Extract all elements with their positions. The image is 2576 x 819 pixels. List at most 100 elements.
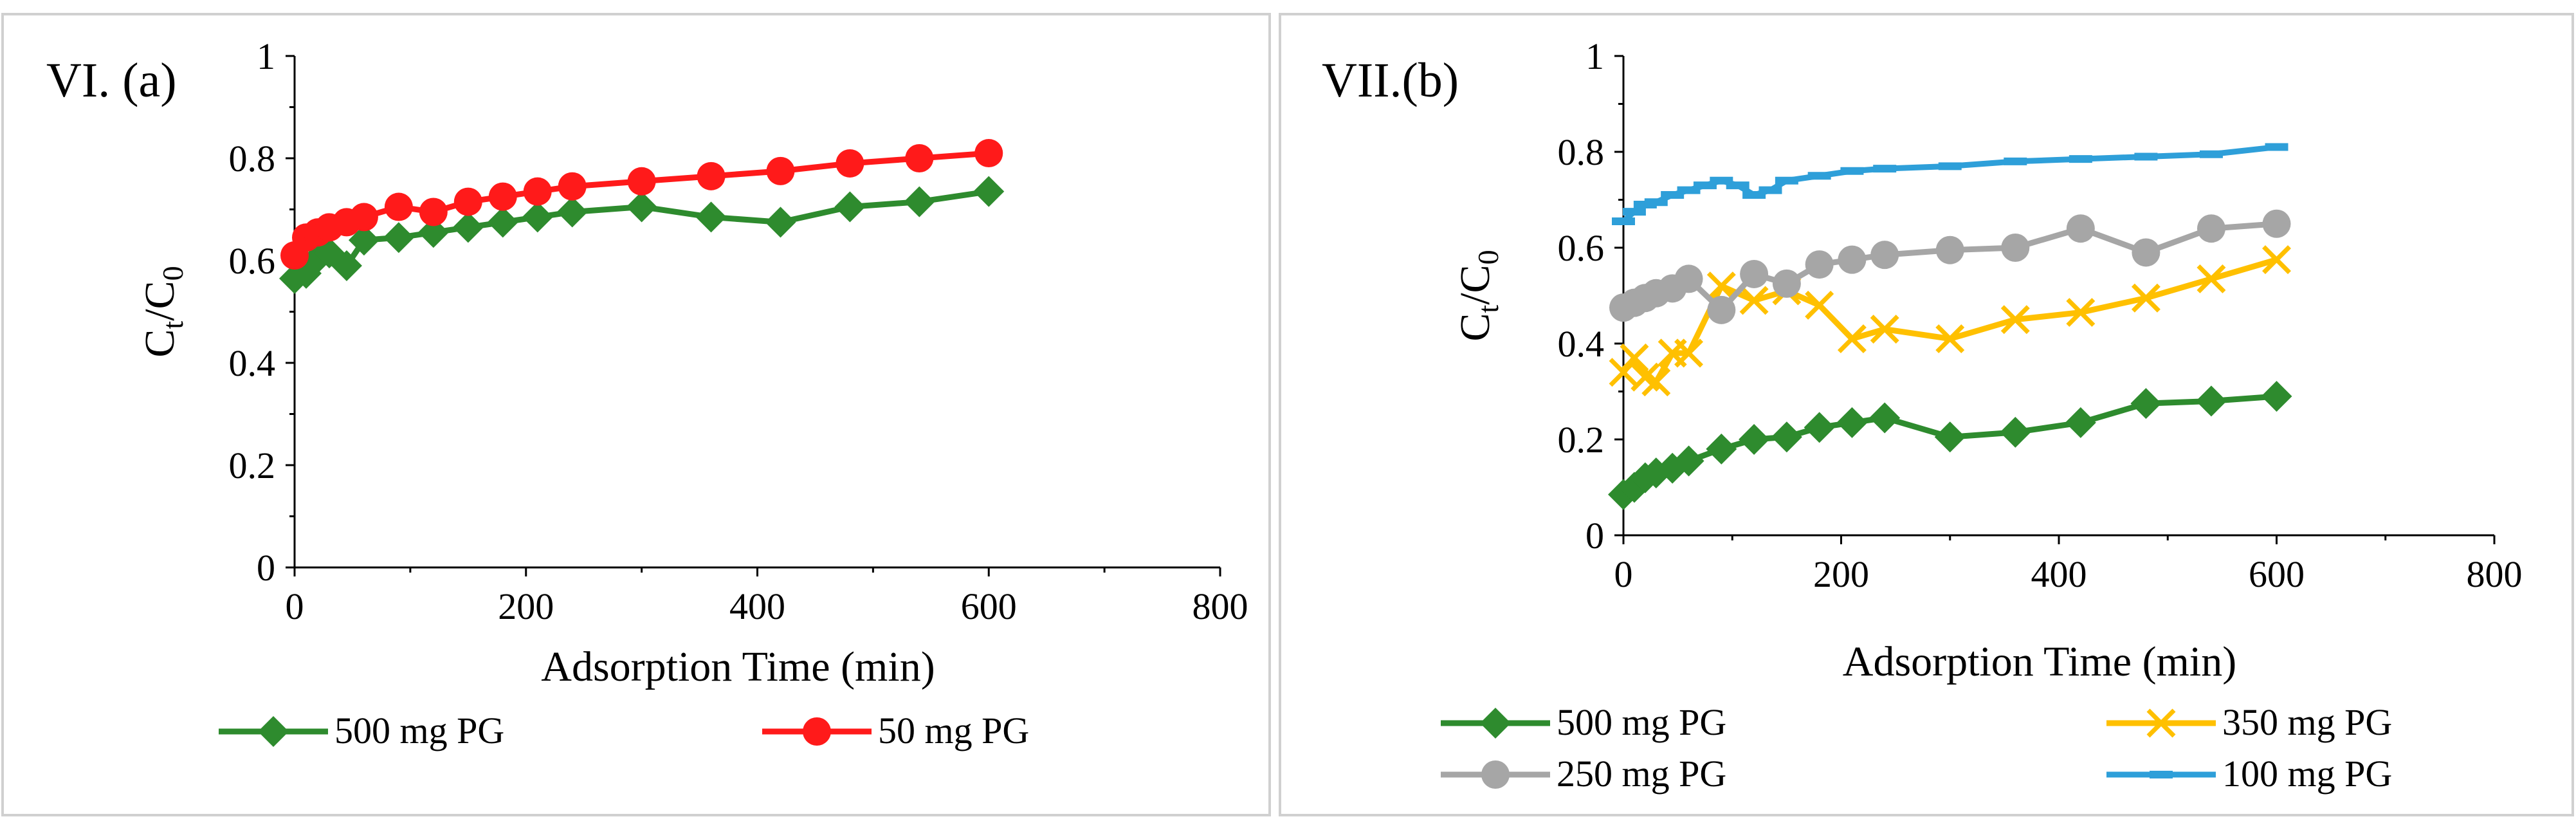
legend-item: 350 mg PG	[2106, 701, 2392, 743]
data-point-stroke-2	[1641, 367, 1671, 397]
data-point	[1673, 445, 1704, 477]
data-point	[904, 186, 935, 217]
legend-item: 50 mg PG	[762, 710, 1029, 751]
data-point	[384, 192, 413, 221]
data-point	[2065, 407, 2096, 438]
series-350-mg-pg	[1609, 245, 2291, 397]
y-tick-label: 0.2	[229, 445, 276, 486]
data-point	[1805, 290, 1834, 320]
y-tick-label: 0.8	[229, 138, 276, 179]
chart-panel-b: 0 0.2 0.4 0.6 0.8 1 0 200 400 600 800 VII.(b) Adsorp…	[1322, 35, 2523, 795]
legend-label: 100 mg PG	[2222, 753, 2392, 795]
x-tick-label: 200	[498, 585, 554, 627]
data-point-stroke-2	[2262, 245, 2291, 275]
series-500-mg-pg	[279, 176, 1005, 294]
data-point-stroke-2	[1620, 343, 1649, 373]
legend-swatch-marker	[803, 717, 831, 746]
legend-label: 500 mg PG	[1557, 701, 1726, 743]
data-point	[1805, 250, 1834, 279]
data-point-stroke-2	[1706, 271, 1736, 301]
legend-label: 250 mg PG	[1557, 753, 1726, 795]
data-point	[383, 222, 414, 253]
data-point	[2130, 388, 2162, 419]
legend-item: 100 mg PG	[2106, 753, 2392, 795]
y-axis-title-subscript: 0	[156, 266, 189, 281]
data-point	[1935, 235, 1964, 264]
data-point	[1837, 324, 1867, 354]
data-point	[1739, 424, 1770, 455]
data-point	[695, 201, 727, 233]
data-point	[766, 156, 795, 185]
legend: 500 mg PG 350 mg PG 250 mg PG 100 mg PG	[1441, 701, 2392, 795]
panel-a-border	[1, 13, 1271, 816]
data-point	[1772, 269, 1801, 298]
y-tick-label: 0.4	[229, 342, 276, 384]
data-point	[2262, 209, 2291, 238]
data-point	[1706, 433, 1737, 465]
data-point-stroke-2	[1631, 362, 1660, 392]
data-point	[2261, 380, 2292, 412]
chart-panel-a: 0 0.2 0.4 0.6 0.8 1 0 200 400 600 800 VI. (a) Adsorp…	[46, 35, 1248, 751]
data-point-stroke-2	[2000, 305, 2030, 335]
x-tick-label: 600	[961, 585, 1017, 627]
x-tick-label: 0	[1614, 553, 1633, 595]
data-point	[453, 187, 482, 216]
x-axis-title: Adsorption Time (min)	[541, 643, 935, 690]
data-point-stroke-2	[1609, 358, 1638, 387]
data-point-stroke-2	[1935, 324, 1965, 354]
data-point-stroke-2	[2066, 298, 2096, 327]
legend-swatch-marker	[1480, 708, 1511, 739]
series-500-mg-pg	[1608, 380, 2292, 510]
data-point	[834, 191, 866, 223]
y-tick-label: 0	[1585, 515, 1604, 557]
legend-item: 250 mg PG	[1441, 753, 1726, 795]
data-point	[905, 144, 934, 172]
data-point	[419, 198, 448, 226]
legend-swatch-marker	[2146, 708, 2176, 738]
data-point-stroke-2	[1870, 315, 1899, 344]
data-point	[1674, 338, 1704, 368]
series-100-mg-pg	[1612, 143, 2288, 226]
data-point	[697, 161, 726, 190]
data-point-stroke-2	[2197, 264, 2226, 293]
legend-swatch-marker-stroke-2	[2146, 708, 2176, 738]
data-point	[523, 177, 552, 206]
data-point-stroke-2	[1805, 290, 1834, 320]
x-tick-label: 600	[2249, 553, 2305, 595]
data-point-stroke-2	[1739, 286, 1769, 315]
x-tick-label: 400	[729, 585, 785, 627]
x-tick-label: 400	[2031, 553, 2087, 595]
data-point	[1641, 367, 1671, 397]
y-axis-title-subscript: 0	[1472, 250, 1504, 264]
data-point	[2132, 238, 2160, 267]
data-point	[2066, 298, 2096, 327]
data-point	[1870, 315, 1899, 344]
legend-label: 50 mg PG	[878, 710, 1029, 751]
data-point	[2197, 214, 2225, 243]
data-point	[1620, 343, 1649, 373]
data-point	[1674, 264, 1703, 293]
data-point	[1935, 324, 1965, 354]
data-point	[1870, 241, 1899, 270]
legend-item: 500 mg PG	[1441, 701, 1726, 743]
y-tick-label: 1	[1585, 35, 1604, 77]
data-point	[2066, 214, 2095, 243]
data-point-stroke-2	[1837, 324, 1867, 354]
y-axis-title: Ct/C0	[136, 266, 189, 357]
data-point	[1934, 421, 1966, 453]
data-point	[2000, 305, 2030, 335]
data-point	[1739, 286, 1769, 315]
data-point	[2195, 385, 2227, 417]
data-point	[765, 207, 796, 238]
data-point	[1771, 421, 1802, 453]
y-tick-label: 0.4	[1558, 323, 1605, 365]
data-point	[1706, 271, 1736, 301]
data-point	[627, 167, 656, 196]
data-point	[973, 176, 1005, 207]
y-axis-title-part: /C	[1452, 264, 1499, 304]
data-point	[556, 196, 588, 228]
x-axis-title: Adsorption Time (min)	[1843, 638, 2236, 685]
data-point	[2262, 245, 2291, 275]
